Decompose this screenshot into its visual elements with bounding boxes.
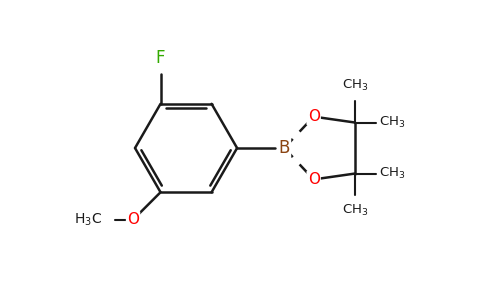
Text: H$_3$C: H$_3$C (74, 212, 102, 228)
Text: CH$_3$: CH$_3$ (342, 78, 368, 93)
Text: CH$_3$: CH$_3$ (379, 166, 406, 181)
Text: O: O (308, 109, 319, 124)
Text: O: O (308, 172, 319, 187)
Text: O: O (127, 212, 139, 227)
Text: B: B (278, 139, 290, 157)
Text: CH$_3$: CH$_3$ (342, 203, 368, 218)
Text: CH$_3$: CH$_3$ (379, 115, 406, 130)
Text: F: F (156, 49, 166, 67)
